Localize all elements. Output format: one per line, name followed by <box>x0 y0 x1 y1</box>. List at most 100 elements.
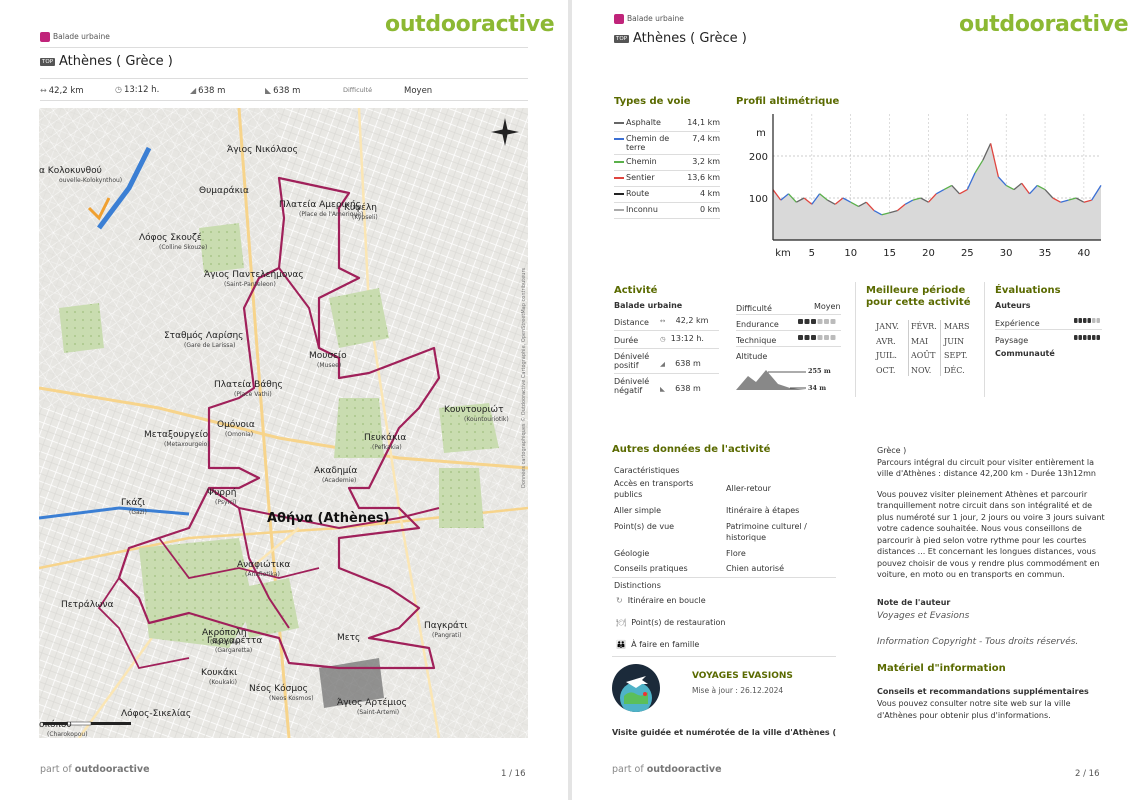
elevation-line-segment <box>865 201 875 212</box>
map-place-label: Λόφος-Σικελίας <box>121 709 192 719</box>
footer-brand[interactable]: part of outdooractive <box>40 764 150 775</box>
divider <box>614 186 720 187</box>
map-place-label: Κυψέλη <box>344 203 377 213</box>
divider <box>614 131 720 132</box>
elevation-line-segment <box>904 199 914 205</box>
caracteristique-item: Aller simple <box>614 506 662 515</box>
endurance-label: Endurance <box>736 320 779 329</box>
divider <box>614 330 719 331</box>
map-place-sublabel: (Academie) <box>322 477 357 484</box>
autres-heading: Autres données de l'activité <box>612 444 771 455</box>
caracteristique-item: Flore <box>726 549 746 558</box>
loop-icon: ↻ <box>616 596 623 605</box>
clock-icon: ◷ <box>115 85 122 94</box>
divider <box>614 170 720 171</box>
visit-title: Visite guidée et numérotée de la ville d… <box>612 728 837 737</box>
map-place-sublabel: (Kypseli) <box>352 214 378 221</box>
map-place-label: Κουντουριώτ <box>444 405 504 415</box>
restaurant-icon: 🍽 <box>616 618 627 627</box>
technique-dot <box>817 335 823 340</box>
ascent-icon: ◢ <box>190 86 197 95</box>
stat-ascent: ◢ 638 m <box>190 86 226 96</box>
page-title: TOP Athènes ( Grèce ) <box>40 54 173 69</box>
technique-dot <box>824 335 829 340</box>
distinction-family: 👪 À faire en famille <box>616 640 700 649</box>
month-column-divider <box>908 320 909 376</box>
elevation-line-segment <box>1091 185 1102 201</box>
elevation-line-segment <box>935 189 945 195</box>
elevation-line-segment <box>819 193 828 201</box>
x-tick-label: 40 <box>1078 248 1091 259</box>
caracteristique-item: Chien autorisé <box>726 564 785 573</box>
elevation-line-segment <box>788 193 797 203</box>
elevation-line-segment <box>912 197 921 201</box>
description: Grèce ) Parcours intégral du circuit pou… <box>877 445 1107 581</box>
category-label: Balade urbaine <box>614 14 684 24</box>
altitude-min: 34 m <box>808 384 827 392</box>
month-10: OCT. <box>876 365 896 375</box>
distinctions-label: Distinctions <box>614 581 661 590</box>
technique-label: Technique <box>736 336 777 345</box>
footer-brand[interactable]: part of outdooractive <box>612 764 722 775</box>
voie-color-swatch <box>614 160 624 163</box>
elevation-line-segment <box>842 197 852 203</box>
page-number: 1 / 16 <box>501 769 526 779</box>
map-place-label: Σταθμός Λαρίσης <box>164 331 244 341</box>
elevation-line-segment <box>858 201 867 207</box>
map-place-sublabel: (Pangrati) <box>432 632 462 639</box>
endurance-dot <box>817 319 823 324</box>
author-avatar[interactable] <box>612 664 660 712</box>
top-badge: TOP <box>40 57 56 66</box>
voie-row: Asphalte 14,1 km <box>614 118 720 127</box>
map-place-sublabel: (Omonia) <box>225 431 254 438</box>
map-place-label: Ομόνοια <box>217 420 255 430</box>
chart-title: Profil altimétrique <box>736 96 840 107</box>
voie-label: Asphalte <box>626 118 661 127</box>
map-place-sublabel: (Gargaretta) <box>215 647 253 654</box>
endurance-dot <box>830 319 836 324</box>
map-place-label: Λόφος Σκουζέ <box>139 233 202 243</box>
duree-value: ◷ 13:12 h. <box>660 334 704 343</box>
x-tick-label: 35 <box>1039 248 1052 259</box>
description-title: Grèce ) <box>877 446 907 455</box>
endurance-dot <box>811 319 816 324</box>
experience-dot <box>1083 318 1087 323</box>
distance-value: ↔ 42,2 km <box>660 316 709 325</box>
divider <box>614 373 719 374</box>
materiel-heading: Matériel d"information <box>877 663 1006 674</box>
x-tick-label: 10 <box>844 248 857 259</box>
elevation-line-segment <box>1036 184 1046 191</box>
endurance-rating <box>798 318 842 328</box>
page-1: outdooractive Balade urbaine TOP Athènes … <box>0 0 568 800</box>
activity-type: Balade urbaine <box>614 301 683 310</box>
author-name[interactable]: VOYAGES EVASIONS <box>692 671 793 681</box>
elevation-line-segment <box>803 197 813 205</box>
column-divider <box>855 282 856 397</box>
elevation-area <box>773 143 1101 240</box>
month-9: SEPT. <box>944 351 968 360</box>
category-label: Balade urbaine <box>40 32 110 42</box>
month-7: JUIL. <box>876 351 897 360</box>
elevation-line-segment <box>1060 199 1069 203</box>
experience-label: Expérience <box>995 319 1040 328</box>
altitude-max: 255 m <box>808 367 831 375</box>
divider <box>40 78 528 79</box>
page-title: TOP Athènes ( Grèce ) <box>614 31 747 46</box>
technique-dot <box>804 335 810 340</box>
experience-dot <box>1074 318 1078 323</box>
route-map[interactable]: Άγιος Νικόλαος α Κολοκυνθού ouvelle-Koloky… <box>39 108 528 738</box>
activite-heading: Activité <box>614 285 658 296</box>
map-place-label: Ακαδημία <box>314 466 358 476</box>
deniv-pos-label: Dénivelé positif <box>614 352 650 370</box>
caracteristique-item: Itinéraire à étapes <box>726 506 800 515</box>
caracteristique-item: Point(s) de vue <box>614 522 675 531</box>
voie-row: Route 4 km <box>614 189 720 198</box>
brand-logo: outdooractive <box>385 12 555 37</box>
x-tick-label: 30 <box>1000 248 1013 259</box>
x-tick-label: 15 <box>883 248 896 259</box>
endurance-dot <box>824 319 829 324</box>
elevation-chart[interactable]: 5 10 15 20 25 30 35 40 100 200 km m <box>736 108 1106 268</box>
map-place-label: Γκάζι <box>121 498 146 508</box>
elevation-line-segment <box>896 203 906 212</box>
map-place-label: α Κολοκυνθού <box>39 166 102 176</box>
